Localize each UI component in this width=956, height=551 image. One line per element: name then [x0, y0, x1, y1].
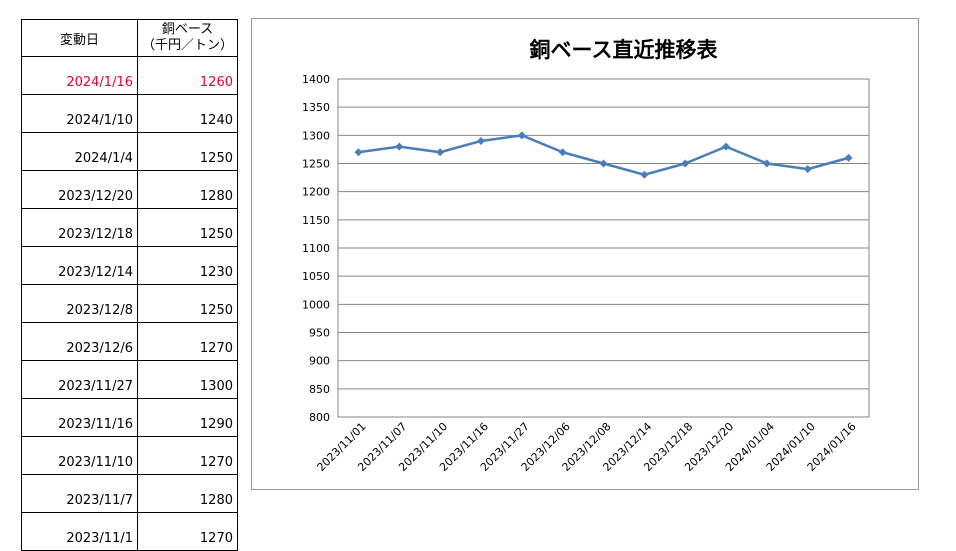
table-row: 2023/12/18 1250 [21, 208, 238, 247]
y-tick-label: 1200 [302, 186, 330, 199]
cell-date: 2023/11/27 [21, 360, 138, 399]
price-table-container: 変動日 銅ベース （千円／トン） 2024/1/16 1260 2024/1/10 1… [21, 19, 238, 551]
y-tick-label: 1050 [302, 270, 330, 283]
table-row: 2023/11/7 1280 [21, 474, 238, 513]
table-body: 2024/1/16 1260 2024/1/10 1240 2024/1/4 1250 20… [21, 56, 238, 551]
cell-date: 2023/11/16 [21, 398, 138, 437]
y-tick-label: 1300 [302, 129, 330, 142]
cell-date: 2023/12/6 [21, 322, 138, 361]
y-tick-label: 850 [309, 383, 330, 396]
cell-price: 1230 [137, 246, 238, 285]
series-line [358, 134, 849, 177]
table-row: 2024/1/16 1260 [21, 56, 238, 95]
cell-date: 2023/12/8 [21, 284, 138, 323]
y-tick-label: 1350 [302, 101, 330, 114]
table-row: 2023/12/20 1280 [21, 170, 238, 209]
line-chart: 銅ベース直近推移表 800 850 900 950 1000 1050 1100 1150 120… [302, 38, 870, 474]
cell-date: 2023/11/10 [21, 436, 138, 475]
header-price-unit: （千円／トン） [141, 38, 233, 53]
cell-price: 1270 [137, 436, 238, 475]
y-tick-label: 1400 [302, 73, 330, 86]
data-point [762, 159, 771, 168]
data-point [844, 153, 853, 162]
cell-date: 2023/12/14 [21, 246, 138, 285]
cell-date: 2024/1/16 [21, 56, 138, 95]
data-point [395, 142, 404, 151]
cell-price: 1240 [137, 94, 238, 133]
table-row: 2023/11/10 1270 [21, 436, 238, 475]
header-price: 銅ベース （千円／トン） [137, 19, 238, 57]
price-table: 変動日 銅ベース （千円／トン） 2024/1/16 1260 2024/1/10 1… [21, 19, 238, 551]
table-row: 2023/11/16 1290 [21, 398, 238, 437]
chart-title: 銅ベース直近推移表 [530, 38, 719, 62]
y-tick-label: 800 [309, 411, 330, 424]
data-point [640, 170, 649, 179]
cell-date: 2023/12/20 [21, 170, 138, 209]
y-tick-label: 1100 [302, 242, 330, 255]
table-row: 2024/1/10 1240 [21, 94, 238, 133]
y-tick-label: 1000 [302, 298, 330, 311]
cell-price: 1270 [137, 512, 238, 551]
data-point [354, 148, 363, 157]
cell-price: 1280 [137, 170, 238, 209]
data-point [558, 148, 567, 157]
table-row: 2023/12/8 1250 [21, 284, 238, 323]
y-tick-label: 1250 [302, 158, 330, 171]
data-point [476, 136, 485, 145]
cell-price: 1270 [137, 322, 238, 361]
table-row: 2023/12/14 1230 [21, 246, 238, 285]
cell-date: 2024/1/4 [21, 132, 138, 171]
header-date: 変動日 [21, 19, 138, 57]
y-tick-label: 900 [309, 355, 330, 368]
data-point [722, 142, 731, 151]
chart-area: 銅ベース直近推移表 800 850 900 950 1000 1050 1100 1150 120… [251, 18, 919, 490]
cell-price: 1250 [137, 284, 238, 323]
data-point [436, 148, 445, 157]
plot-area-border [337, 78, 870, 418]
cell-price: 1250 [137, 132, 238, 171]
data-point [599, 159, 608, 168]
cell-date: 2024/1/10 [21, 94, 138, 133]
table-header-row: 変動日 銅ベース （千円／トン） [21, 19, 238, 57]
cell-price: 1250 [137, 208, 238, 247]
data-point [517, 131, 526, 140]
data-point [681, 159, 690, 168]
cell-price: 1290 [137, 398, 238, 437]
cell-date: 2023/12/18 [21, 208, 138, 247]
cell-date: 2023/11/7 [21, 474, 138, 513]
cell-date: 2023/11/1 [21, 512, 138, 551]
cell-price: 1260 [137, 56, 238, 95]
cell-price: 1300 [137, 360, 238, 399]
table-row: 2023/11/27 1300 [21, 360, 238, 399]
y-tick-label: 950 [309, 327, 330, 340]
y-tick-label: 1150 [302, 214, 330, 227]
table-row: 2023/12/6 1270 [21, 322, 238, 361]
cell-price: 1280 [137, 474, 238, 513]
header-price-label: 銅ベース [161, 22, 214, 37]
table-row: 2023/11/1 1270 [21, 512, 238, 551]
data-point [803, 165, 812, 174]
table-row: 2024/1/4 1250 [21, 132, 238, 171]
